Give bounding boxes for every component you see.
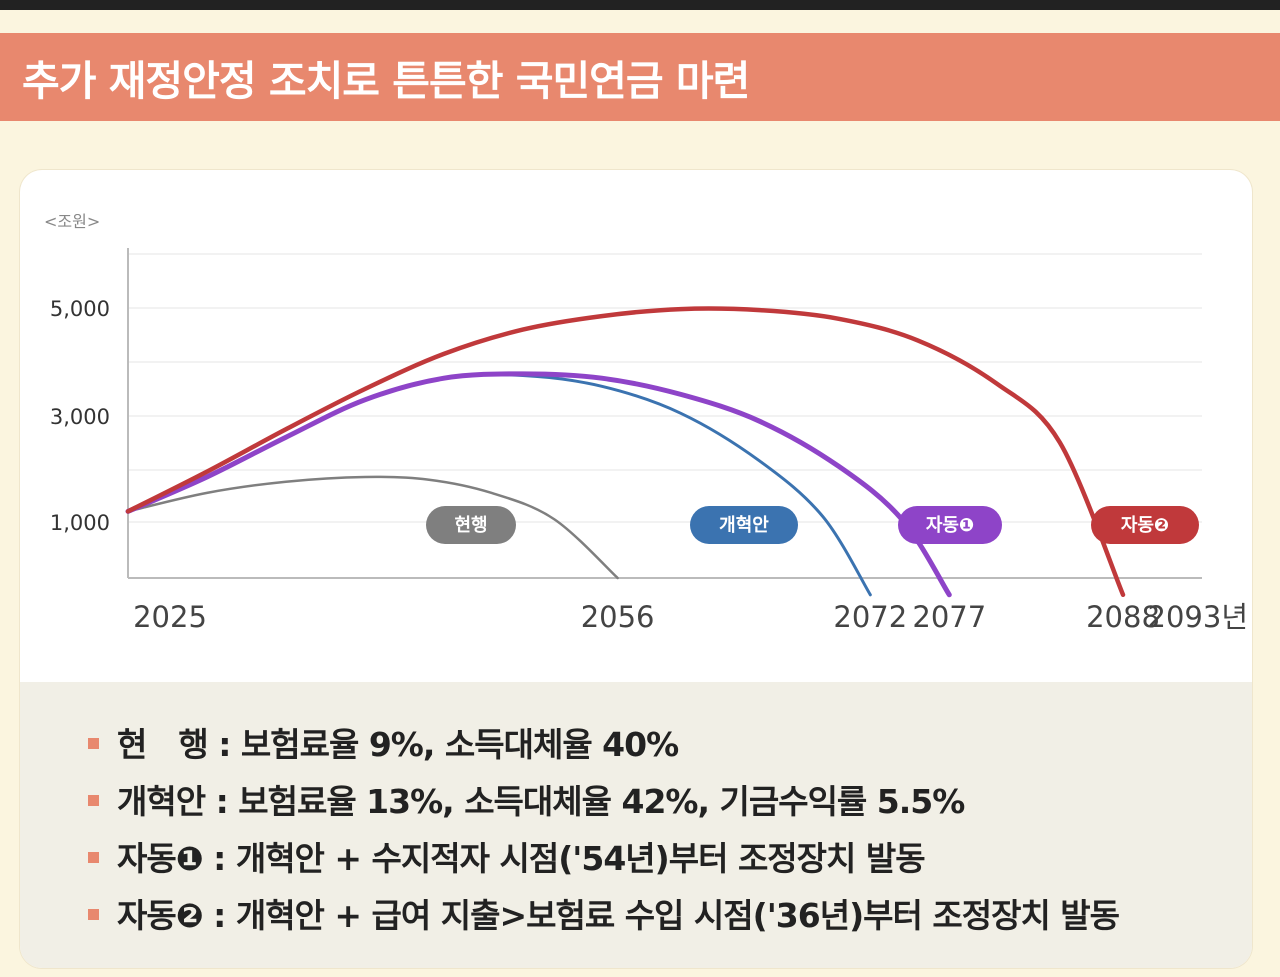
x-tick-label: 2072 (833, 600, 907, 634)
series-pill-1: 현행 (426, 506, 516, 544)
note-text: 개혁안 : 보험료율 13%, 소득대체율 42%, 기금수익률 5.5% (117, 782, 965, 821)
x-tick-label: 2088 (1086, 600, 1160, 634)
bullet-icon (88, 909, 99, 920)
pill-background (690, 506, 798, 544)
pill-label: 개혁안 (719, 514, 769, 536)
x-tick-label: 2025 (133, 600, 207, 634)
x-tick-label: 2056 (581, 600, 655, 634)
pill-background (426, 506, 516, 544)
top-dark-bar (0, 0, 1280, 10)
bullet-icon (88, 795, 99, 806)
notes-panel (20, 682, 1252, 968)
pill-label: 자동❶ (926, 515, 974, 536)
note-auto1: 자동❶ : 개혁안 + 수지적자 시점('54년)부터 조정장치 발동 (88, 832, 926, 880)
pill-label: 자동❷ (1121, 515, 1169, 536)
x-tick-label: 2093년 (1148, 600, 1248, 634)
x-tick-label: 2077 (912, 600, 986, 634)
note-reform: 개혁안 : 보험료율 13%, 소득대체율 42%, 기금수익률 5.5% (88, 775, 965, 823)
series-labels: 현행 개혁안 자동❶ 자동❷ (426, 506, 1199, 544)
note-text: 현 행 : 보험료율 9%, 소득대체율 40% (117, 725, 679, 764)
series-pill-3: 자동❶ (898, 506, 1002, 544)
pill-background (898, 506, 1002, 544)
series-line-1 (126, 475, 619, 580)
series-line-3 (125, 371, 952, 598)
y-tick-label: 1,000 (50, 511, 110, 535)
y-tick-label: 5,000 (50, 297, 110, 321)
y-tick-labels: 5,000 3,000 1,000 (50, 297, 110, 535)
bullet-icon (88, 852, 99, 863)
series-line-2 (126, 373, 872, 597)
note-auto2: 자동❷ : 개혁안 + 급여 지출>보험료 수입 시점('36년)부터 조정장치… (88, 889, 1120, 937)
page-title: 추가 재정안정 조치로 튼튼한 국민연금 마련 (22, 57, 750, 105)
pill-label: 현행 (454, 515, 487, 536)
note-current: 현 행 : 보험료율 9%, 소득대체율 40% (88, 718, 679, 766)
series-lines (125, 306, 1126, 598)
bullet-icon (88, 738, 99, 749)
note-text: 자동❶ : 개혁안 + 수지적자 시점('54년)부터 조정장치 발동 (117, 839, 926, 878)
unit-label: <조원> (44, 212, 101, 231)
series-line-4 (125, 306, 1126, 598)
chart-card: <조원> 5,000 3,000 1,000 2025 2056 2072 2077 208… (20, 170, 1252, 968)
series-pill-4: 자동❷ (1091, 506, 1199, 544)
line-chart: 5,000 3,000 1,000 2025 2056 2072 2077 20882093… (50, 248, 1248, 634)
note-text: 자동❷ : 개혁안 + 급여 지출>보험료 수입 시점('36년)부터 조정장치… (117, 896, 1120, 935)
title-banner: 추가 재정안정 조치로 튼튼한 국민연금 마련 (0, 33, 1280, 121)
y-tick-label: 3,000 (50, 405, 110, 429)
series-pill-2: 개혁안 (690, 506, 798, 544)
pill-background (1091, 506, 1199, 544)
